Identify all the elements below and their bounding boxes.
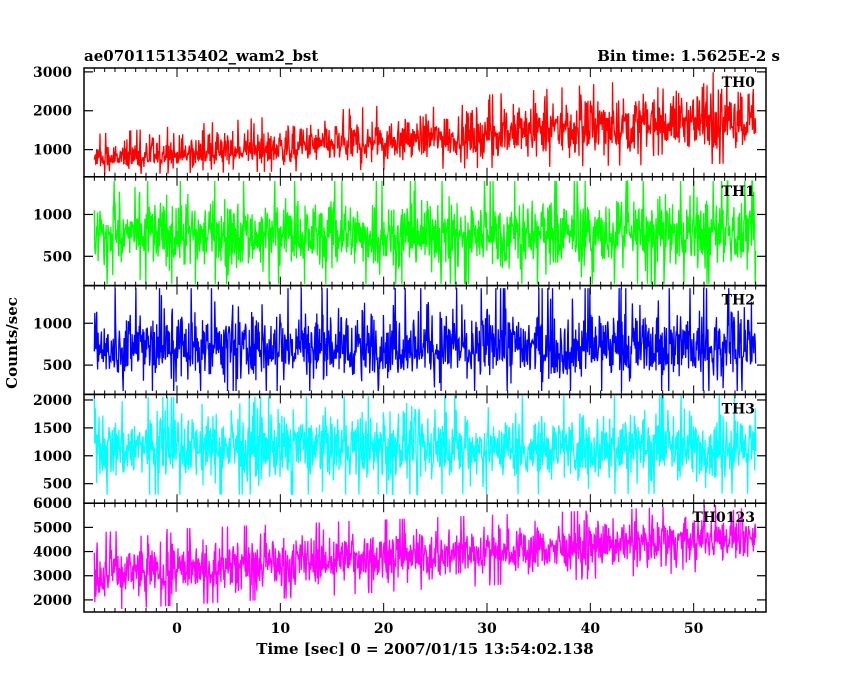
y-tick-label: 1000 [33,143,72,159]
x-tick-label: 0 [172,621,182,637]
y-tick-label: 6000 [33,496,72,512]
panel-label-th3: TH3 [722,401,755,417]
series-line-th3 [93,394,757,496]
y-tick-label: 2000 [33,393,72,409]
x-tick-label: 40 [581,621,601,637]
y-tick-label: 2000 [33,104,72,120]
y-tick-label: 1000 [33,207,72,223]
y-tick-label: 3000 [33,65,72,81]
panel-label-th2: TH2 [722,293,755,309]
panel-label-th1: TH1 [722,184,755,200]
y-tick-label: 500 [43,358,72,374]
y-axis-label: Counts/sec [3,297,21,389]
y-tick-label: 4000 [33,545,72,561]
y-tick-label: 2000 [33,593,72,609]
y-tick-label: 5000 [33,520,72,536]
x-tick-label: 50 [684,621,704,637]
y-tick-label: 1500 [33,421,72,437]
x-tick-label: 20 [374,621,394,637]
panels-group: TH0100020003000TH15001000TH25001000TH350… [33,65,767,637]
series-line-th2 [93,288,757,392]
y-tick-label: 3000 [33,569,72,585]
y-tick-label: 500 [43,477,72,493]
chart-title-left: ae070115135402_wam2_bst [84,47,318,65]
series-line-th0 [93,72,757,175]
panel-label-th0: TH0 [722,75,756,91]
x-tick-label: 10 [271,621,291,637]
chart-title-right: Bin time: 1.5625E-2 s [597,47,780,65]
y-tick-label: 1000 [33,316,72,332]
series-line-th0123 [93,504,757,610]
x-axis-label: Time [sec] 0 = 2007/01/15 13:54:02.138 [256,640,593,658]
y-tick-label: 500 [43,249,72,265]
series-line-th1 [93,180,757,285]
y-tick-label: 1000 [33,449,72,465]
panel-label-th0123: TH0123 [692,510,755,526]
x-tick-label: 30 [477,621,497,637]
